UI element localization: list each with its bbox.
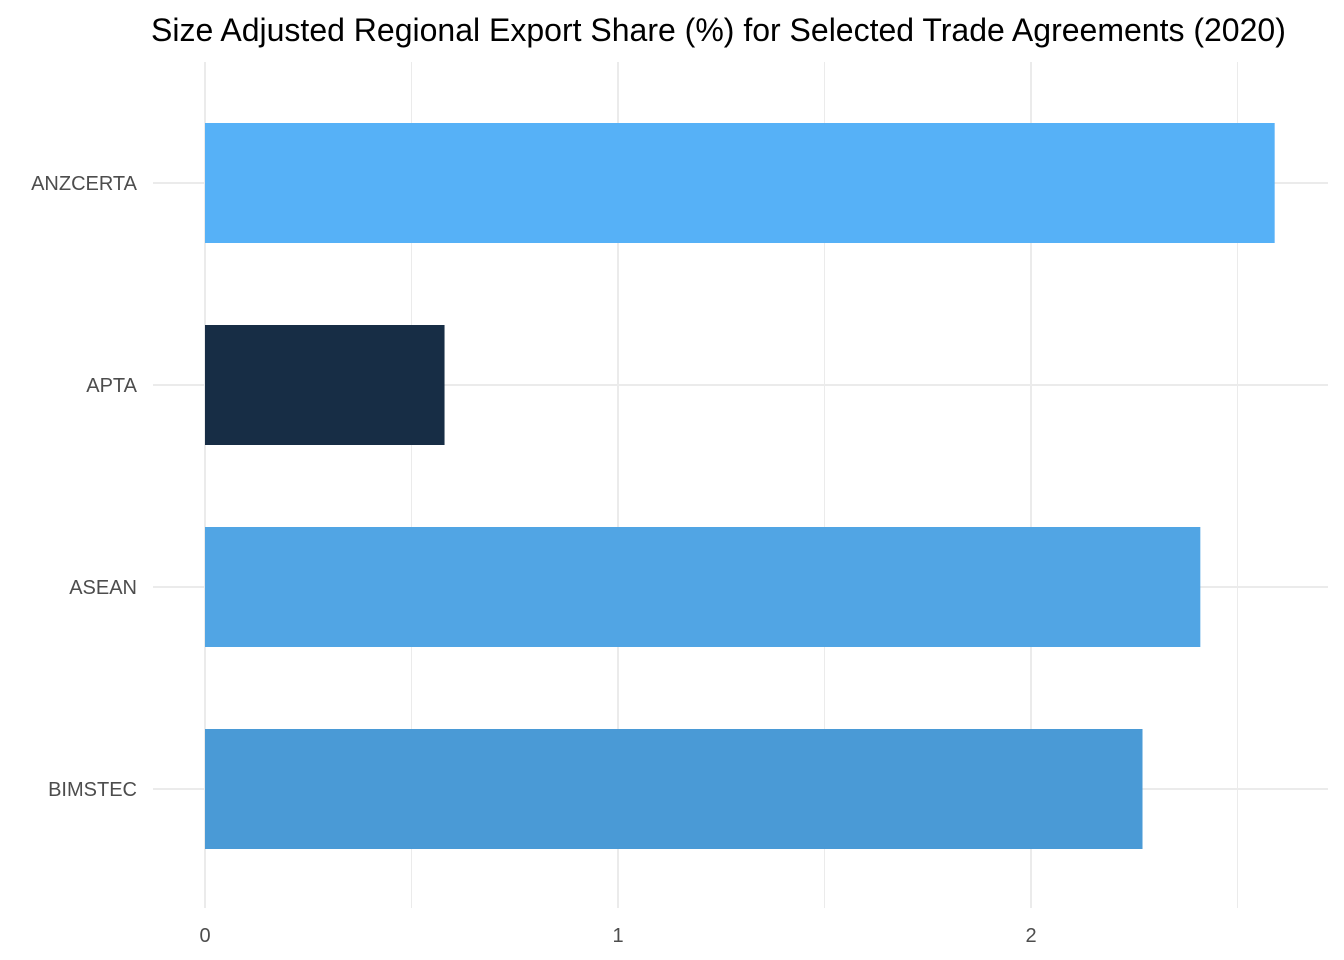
y-tick-label: APTA [86, 375, 137, 397]
x-tick-label: 1 [612, 925, 623, 947]
x-tick-label: 2 [1025, 925, 1036, 947]
y-tick-label: ASEAN [69, 577, 137, 599]
x-tick-label: 0 [199, 925, 210, 947]
y-tick-label: BIMSTEC [48, 779, 137, 801]
bar-anzcerta [205, 123, 1275, 243]
y-tick-label: ANZCERTA [31, 173, 138, 195]
tick-labels: 0 1 2 ANZCERTA APTA ASEAN BIMSTEC [31, 173, 1037, 947]
bars [205, 123, 1275, 849]
bar-apta [205, 325, 445, 445]
chart-title: Size Adjusted Regional Export Share (%) … [151, 12, 1286, 48]
bar-bimstec [205, 729, 1143, 849]
bar-asean [205, 527, 1201, 647]
